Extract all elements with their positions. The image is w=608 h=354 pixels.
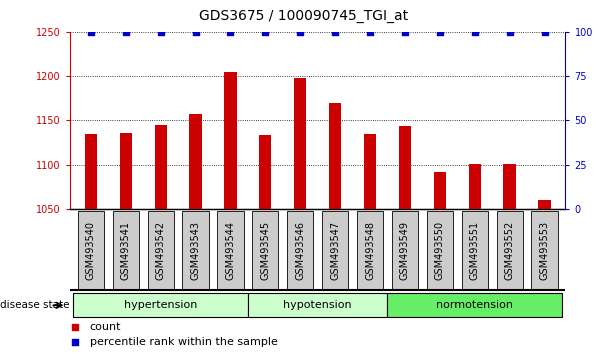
Bar <box>469 164 481 209</box>
Text: GSM493540: GSM493540 <box>86 221 96 280</box>
Text: count: count <box>90 321 121 332</box>
Text: GSM493552: GSM493552 <box>505 221 514 280</box>
Text: GSM493551: GSM493551 <box>470 221 480 280</box>
Point <box>70 340 80 346</box>
Point <box>540 29 550 35</box>
Bar <box>392 211 418 290</box>
Bar <box>224 72 237 209</box>
Point <box>86 29 95 35</box>
Point <box>260 29 270 35</box>
Point <box>435 29 444 35</box>
Text: GSM493550: GSM493550 <box>435 221 445 280</box>
Text: GSM493542: GSM493542 <box>156 221 165 280</box>
Bar <box>427 211 453 290</box>
Bar <box>322 211 348 290</box>
Point <box>70 324 80 329</box>
Bar <box>85 134 97 209</box>
Bar <box>182 211 209 290</box>
Bar <box>190 114 202 209</box>
Bar <box>78 211 104 290</box>
Point <box>191 29 201 35</box>
Point <box>365 29 375 35</box>
Point <box>295 29 305 35</box>
Bar <box>531 211 558 290</box>
Bar <box>112 211 139 290</box>
Bar <box>387 293 562 317</box>
Text: GDS3675 / 100090745_TGI_at: GDS3675 / 100090745_TGI_at <box>199 9 409 23</box>
Text: hypertension: hypertension <box>124 300 198 310</box>
Bar <box>148 211 174 290</box>
Text: percentile rank within the sample: percentile rank within the sample <box>90 337 278 348</box>
Bar <box>399 126 411 209</box>
Text: GSM493544: GSM493544 <box>226 221 235 280</box>
Bar <box>364 134 376 209</box>
Point <box>156 29 165 35</box>
Bar <box>120 133 132 209</box>
Point <box>505 29 514 35</box>
Text: GSM493546: GSM493546 <box>295 221 305 280</box>
Bar <box>294 78 306 209</box>
Text: GSM493553: GSM493553 <box>539 221 550 280</box>
Text: GSM493548: GSM493548 <box>365 221 375 280</box>
Point <box>470 29 480 35</box>
Bar <box>252 211 278 290</box>
Bar <box>154 125 167 209</box>
Text: disease state: disease state <box>0 300 69 310</box>
Bar <box>497 211 523 290</box>
Point <box>330 29 340 35</box>
Point <box>400 29 410 35</box>
Text: GSM493543: GSM493543 <box>190 221 201 280</box>
Bar <box>503 164 516 209</box>
Point <box>121 29 131 35</box>
Bar <box>461 211 488 290</box>
Text: GSM493549: GSM493549 <box>400 221 410 280</box>
Text: GSM493545: GSM493545 <box>260 221 271 280</box>
Bar <box>357 211 383 290</box>
Bar <box>74 293 248 317</box>
Bar <box>434 172 446 209</box>
Point <box>226 29 235 35</box>
Bar <box>217 211 244 290</box>
Bar <box>539 200 551 209</box>
Text: normotension: normotension <box>436 300 513 310</box>
Text: GSM493547: GSM493547 <box>330 221 340 280</box>
Bar <box>287 211 313 290</box>
Text: hypotension: hypotension <box>283 300 352 310</box>
Bar <box>248 293 387 317</box>
Bar <box>329 103 341 209</box>
Text: GSM493541: GSM493541 <box>121 221 131 280</box>
Bar <box>259 136 271 209</box>
